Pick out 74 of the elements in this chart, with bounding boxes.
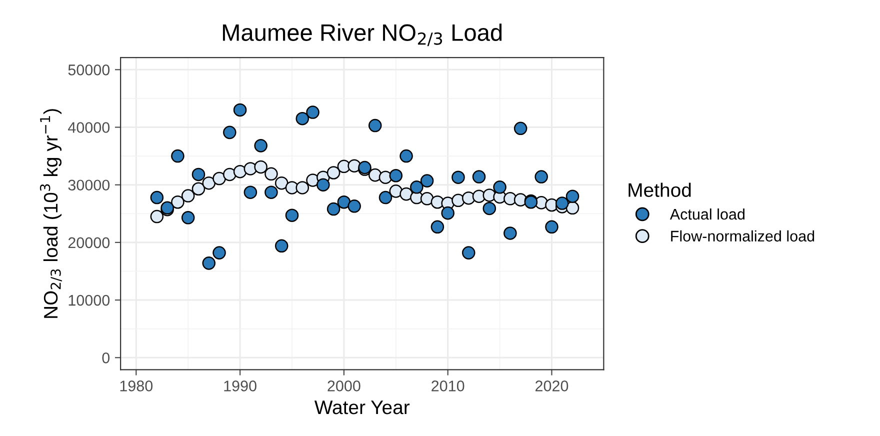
point bbox=[150, 190, 164, 204]
y-tick-label: 20000 bbox=[68, 237, 110, 248]
point bbox=[264, 186, 278, 199]
point bbox=[452, 170, 465, 184]
point bbox=[326, 166, 340, 180]
point bbox=[171, 195, 184, 209]
point bbox=[306, 106, 320, 119]
point bbox=[285, 208, 299, 222]
point bbox=[452, 194, 465, 208]
point bbox=[430, 220, 444, 234]
point bbox=[482, 202, 496, 216]
point bbox=[420, 192, 434, 206]
point bbox=[254, 139, 268, 152]
point bbox=[462, 191, 476, 205]
legend-label: Actual load bbox=[670, 208, 744, 220]
point bbox=[181, 211, 195, 224]
point bbox=[420, 174, 434, 188]
point bbox=[202, 176, 216, 190]
point bbox=[181, 189, 195, 202]
x-tick-label: 2010 bbox=[432, 380, 464, 392]
point bbox=[368, 118, 382, 132]
point bbox=[254, 160, 268, 174]
point bbox=[192, 182, 206, 196]
point bbox=[244, 186, 258, 199]
point bbox=[202, 256, 216, 270]
point bbox=[566, 190, 580, 203]
point bbox=[378, 190, 392, 204]
x-tick-label: 1990 bbox=[224, 380, 256, 392]
x-tick-label: 1980 bbox=[120, 380, 153, 392]
point bbox=[296, 181, 310, 194]
point bbox=[296, 112, 310, 126]
chart-title: Maumee River NO$_{2/3}$ Load bbox=[222, 24, 502, 46]
x-tick-label: 2020 bbox=[536, 380, 568, 392]
point bbox=[212, 246, 226, 260]
legend-label: Flow-normalized load bbox=[671, 230, 814, 242]
point bbox=[150, 210, 164, 224]
point bbox=[378, 170, 392, 184]
point bbox=[192, 168, 206, 182]
point bbox=[233, 164, 247, 178]
x-axis-title: Water Year bbox=[314, 400, 410, 414]
legend-title: Method bbox=[628, 182, 691, 197]
y-tick-label: 0 bbox=[102, 352, 110, 364]
point bbox=[316, 178, 330, 192]
point bbox=[472, 170, 486, 184]
point bbox=[171, 149, 184, 163]
point bbox=[274, 239, 288, 253]
x-tick-label: 2000 bbox=[328, 380, 360, 392]
y-tick-label: 50000 bbox=[68, 64, 110, 76]
point bbox=[337, 195, 351, 209]
point bbox=[274, 176, 288, 190]
point bbox=[555, 196, 569, 210]
point bbox=[223, 126, 236, 140]
point bbox=[545, 220, 558, 234]
point bbox=[514, 122, 528, 136]
point bbox=[233, 103, 247, 117]
y-tick-label: 40000 bbox=[68, 122, 110, 133]
point bbox=[326, 202, 340, 216]
point bbox=[389, 168, 403, 182]
point bbox=[462, 246, 476, 260]
point bbox=[504, 226, 517, 240]
point bbox=[223, 168, 236, 182]
point bbox=[493, 180, 506, 194]
y-axis-title: NO$_{2/3}$ load (10$^{3}$ kg yr$^{−1}$) bbox=[40, 109, 62, 318]
point bbox=[264, 167, 278, 181]
point bbox=[410, 180, 424, 194]
point bbox=[212, 172, 226, 186]
y-tick-label: 10000 bbox=[68, 294, 110, 306]
point bbox=[534, 170, 548, 184]
point bbox=[400, 149, 413, 163]
point bbox=[400, 187, 413, 201]
point bbox=[441, 206, 454, 220]
point bbox=[348, 200, 361, 213]
point bbox=[244, 162, 258, 176]
y-tick-label: 30000 bbox=[68, 180, 110, 191]
